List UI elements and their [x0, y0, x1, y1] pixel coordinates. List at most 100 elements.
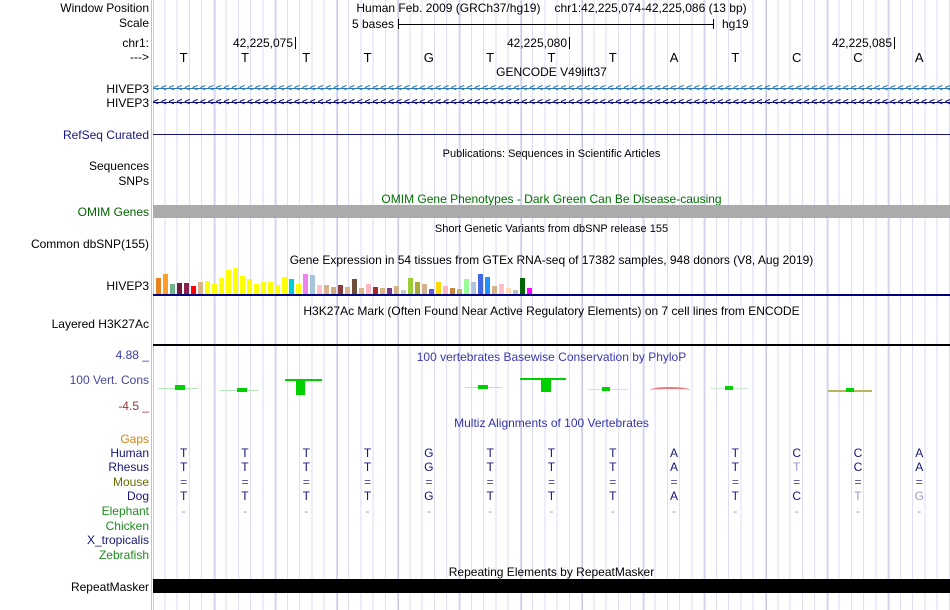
gene-arrows[interactable]: <<<<<<<<<<<<<<<<<<<<<<<<<<<<<<<<<<<<<<<<…: [153, 82, 950, 95]
gtex-bar[interactable]: [198, 282, 203, 294]
gtex-bar[interactable]: [240, 276, 245, 294]
cons-label[interactable]: 100 Vert. Cons: [69, 373, 149, 387]
gtex-bar[interactable]: [324, 285, 329, 294]
gtex-bar[interactable]: [394, 286, 399, 294]
refseq-label[interactable]: RefSeq Curated: [62, 128, 149, 142]
align-cell: T: [241, 460, 249, 474]
dbsnp-label[interactable]: Common dbSNP(155): [30, 237, 149, 251]
gtex-bar[interactable]: [212, 284, 217, 294]
gtex-bar[interactable]: [415, 282, 420, 294]
gtex-bar[interactable]: [366, 284, 371, 294]
gtex-bar[interactable]: [261, 282, 266, 294]
gtex-bar[interactable]: [457, 289, 462, 294]
gtex-bar[interactable]: [247, 279, 252, 294]
align-cell: T: [792, 460, 801, 474]
repeatmasker-label[interactable]: RepeatMasker: [70, 580, 149, 594]
gtex-bar[interactable]: [450, 288, 455, 294]
base-letter: A: [914, 50, 924, 65]
refseq-gene-line[interactable]: [153, 134, 950, 135]
species-label-human[interactable]: Human: [110, 446, 149, 460]
gtex-bar[interactable]: [387, 288, 392, 294]
h3k27ac-baseline[interactable]: [153, 344, 950, 346]
gtex-bar[interactable]: [352, 279, 357, 294]
omim-gene-bar[interactable]: [153, 205, 950, 218]
gtex-gene-label[interactable]: HIVEP3: [106, 279, 149, 293]
gtex-bar[interactable]: [317, 285, 322, 294]
gtex-bar[interactable]: [191, 286, 196, 294]
gene-label-hivep3-1[interactable]: HIVEP3: [106, 82, 149, 96]
gtex-bar[interactable]: [289, 279, 294, 294]
omim-label[interactable]: OMIM Genes: [77, 205, 149, 219]
ruler-tick: [894, 37, 895, 49]
gtex-bar[interactable]: [205, 281, 210, 294]
species-label-dog[interactable]: Dog: [126, 489, 149, 503]
gtex-bar[interactable]: [485, 277, 490, 294]
species-label-mouse[interactable]: Mouse: [112, 475, 149, 489]
gtex-bar[interactable]: [177, 283, 182, 294]
species-label-rhesus[interactable]: Rhesus: [108, 460, 149, 474]
species-label-zebrafish[interactable]: Zebrafish: [98, 548, 149, 562]
gtex-bar[interactable]: [303, 274, 308, 294]
gtex-bar[interactable]: [499, 284, 504, 294]
snps-label[interactable]: SNPs: [118, 174, 149, 188]
gtex-bar[interactable]: [296, 284, 301, 294]
species-label-gaps[interactable]: Gaps: [120, 432, 149, 446]
gtex-bar[interactable]: [310, 275, 315, 294]
gene-label-hivep3-2[interactable]: HIVEP3: [106, 96, 149, 110]
gtex-bar[interactable]: [436, 282, 441, 294]
gtex-bar[interactable]: [331, 287, 336, 294]
gtex-bar[interactable]: [163, 274, 168, 294]
gtex-bar[interactable]: [373, 287, 378, 294]
repeatmasker-bar[interactable]: [153, 579, 950, 593]
gtex-bar[interactable]: [359, 288, 364, 294]
scale-value: 5 bases: [351, 17, 394, 31]
phylop-mark-peak: [602, 387, 610, 391]
align-cell: T: [363, 460, 372, 474]
align-cell: -: [917, 504, 922, 518]
base-letter: T: [240, 50, 249, 65]
gtex-bar[interactable]: [156, 278, 161, 294]
align-cell: T: [547, 446, 556, 460]
h3k27ac-label[interactable]: Layered H3K27Ac: [51, 317, 149, 331]
cons-title: 100 vertebrates Basewise Conservation by…: [416, 350, 687, 364]
align-cell: -: [242, 504, 247, 518]
sequences-label[interactable]: Sequences: [88, 159, 149, 173]
gtex-bar[interactable]: [471, 282, 476, 294]
gtex-bar[interactable]: [380, 288, 385, 294]
species-label-chicken[interactable]: Chicken: [105, 519, 149, 533]
gtex-bar[interactable]: [422, 284, 427, 294]
species-label-x_tropicalis[interactable]: X_tropicalis: [86, 533, 149, 547]
gtex-bar[interactable]: [233, 268, 238, 294]
gtex-bar[interactable]: [506, 288, 511, 294]
gtex-bar[interactable]: [268, 282, 273, 294]
gtex-bar[interactable]: [401, 290, 406, 294]
gtex-bar[interactable]: [513, 290, 518, 294]
multiz-title: Multiz Alignments of 100 Vertebrates: [454, 416, 649, 430]
gtex-bar[interactable]: [226, 270, 231, 294]
gtex-bar[interactable]: [478, 274, 483, 294]
gtex-bar[interactable]: [254, 284, 259, 294]
gtex-bar[interactable]: [338, 285, 343, 294]
align-cell: -: [304, 504, 309, 518]
gtex-bar[interactable]: [408, 278, 413, 294]
gtex-bar[interactable]: [520, 278, 525, 294]
species-label-elephant[interactable]: Elephant: [101, 504, 149, 518]
gtex-bar[interactable]: [184, 283, 189, 294]
assembly-short-label: hg19: [722, 17, 749, 31]
gtex-bar[interactable]: [492, 286, 497, 294]
align-cell: T: [731, 460, 739, 474]
gtex-bar[interactable]: [345, 287, 350, 294]
gtex-bar[interactable]: [443, 286, 448, 294]
base-letter: G: [423, 50, 434, 65]
gtex-bar[interactable]: [282, 277, 287, 294]
gtex-bar[interactable]: [170, 284, 175, 294]
align-cell: =: [364, 475, 372, 489]
gtex-bar[interactable]: [275, 285, 280, 294]
gtex-bar[interactable]: [464, 279, 469, 294]
gtex-bar[interactable]: [219, 278, 224, 294]
gtex-bar[interactable]: [527, 288, 532, 294]
gene-arrows[interactable]: <<<<<<<<<<<<<<<<<<<<<<<<<<<<<<<<<<<<<<<<…: [153, 96, 950, 109]
align-cell: -: [549, 504, 554, 518]
dbsnp-title: Short Genetic Variants from dbSNP releas…: [434, 223, 669, 235]
gtex-bar[interactable]: [429, 289, 434, 294]
